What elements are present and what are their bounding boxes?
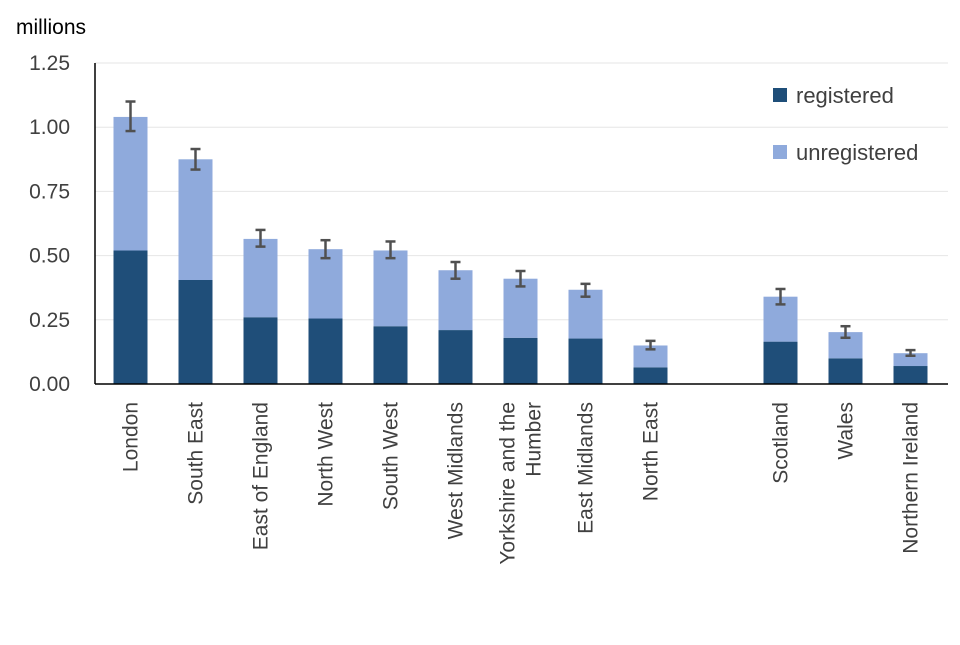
axes [94,63,948,385]
x-category-label: East Midlands [575,402,598,534]
y-tick-label: 1.00 [29,116,70,139]
x-category-label: North West [315,402,338,507]
legend-swatch-registered [773,88,787,102]
x-category-label: South West [380,402,403,510]
x-category-label-line: Scotland [770,402,793,484]
gridlines [95,62,948,321]
bar-segment-unregistered [893,353,928,367]
bar-segment-registered [178,279,213,384]
error-bar [515,269,526,288]
legend: registered unregistered [773,83,918,165]
bar-segment-unregistered [113,116,148,251]
error-bar [255,228,266,248]
bar-segment-unregistered [633,345,668,368]
x-category-label: North East [640,402,663,501]
x-category-label-line: North East [640,402,663,501]
x-category-label-line: Northern Ireland [900,402,923,554]
x-category-label-line: South West [380,402,403,510]
error-bar [125,100,136,133]
x-category-label: East of England [250,402,273,550]
y-tick-label: 1.25 [29,52,70,75]
error-bar [450,260,461,280]
y-tick-label: 0.50 [29,245,70,268]
x-category-label-line: London [120,402,143,472]
x-category-label-line: Yorkshire and the [497,402,520,565]
error-bar [320,238,331,260]
x-category-label: Yorkshire and the Humber [497,402,546,565]
error-bar [645,339,656,351]
bar-segment-registered [243,317,278,384]
y-tick-label: 0.25 [29,309,70,332]
bar-segment-registered [373,326,408,384]
y-tick-label: 0.75 [29,180,70,203]
x-category-label-line: East Midlands [575,402,598,534]
x-axis-category-labels: London South East East of England North Wes… [120,402,923,565]
x-category-label: London [120,402,143,472]
x-category-label-line: South East [185,402,208,505]
error-bar [775,287,786,306]
error-bar [580,282,591,298]
y-tick-label: 0.00 [29,373,70,396]
x-category-label-line: West Midlands [445,402,468,539]
bar-segment-registered [763,341,798,384]
x-category-label: West Midlands [445,402,468,539]
error-bar [840,324,851,340]
bar-segment-registered [113,250,148,384]
x-category-label-line: East of England [250,402,273,550]
bar-segment-registered [633,367,668,384]
bar-segment-registered [828,358,863,384]
error-bar [385,240,396,260]
bar-segment-unregistered [373,250,408,327]
bar-segment-unregistered [178,159,213,280]
bar-segment-registered [438,330,473,384]
bar-segment-registered [503,337,538,384]
x-category-label: South East [185,402,208,505]
bar-segment-registered [893,366,928,384]
legend-swatch-unregistered [773,145,787,159]
bar-segment-registered [308,318,343,384]
x-category-label: Wales [835,402,858,460]
x-category-label-line: Humber [523,402,546,477]
bars [113,116,928,384]
y-unit-label: millions [16,16,86,39]
bar-segment-unregistered [243,238,278,318]
error-bar [905,348,916,358]
legend-label-unregistered: unregistered [796,140,918,165]
x-category-label: Northern Ireland [900,402,923,554]
error-bar [190,147,201,171]
x-category-label-line: Wales [835,402,858,460]
bar-segment-registered [568,338,603,384]
bar-segment-unregistered [438,270,473,331]
bar-segment-unregistered [308,249,343,319]
error-bars [125,100,916,358]
bar-segment-unregistered [503,278,538,338]
x-category-label-line: North West [315,402,338,507]
legend-label-registered: registered [796,83,894,108]
y-axis-ticks: 0.00 0.25 0.50 0.75 1.00 1.25 [29,52,70,396]
x-category-label: Scotland [770,402,793,484]
